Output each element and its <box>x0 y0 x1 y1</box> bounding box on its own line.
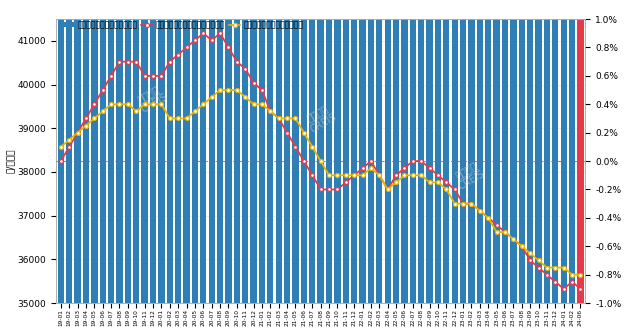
Bar <box>125 0 131 303</box>
Bar <box>485 0 492 303</box>
Bar <box>368 0 374 303</box>
Bar <box>393 0 399 303</box>
Bar <box>175 0 181 303</box>
Legend: 十大城市二手住宅均价（左）, 十大城市二手住宅价格环比（右）, 百城二手住宅价格环比（右）: 十大城市二手住宅均价（左）, 十大城市二手住宅价格环比（右）, 百城二手住宅价格… <box>60 17 307 32</box>
Text: 中指数据
CREIS: 中指数据 CREIS <box>451 159 487 192</box>
Bar <box>100 0 106 303</box>
Bar <box>401 0 408 303</box>
Bar <box>117 0 123 303</box>
Bar <box>91 0 98 303</box>
Bar <box>502 0 508 303</box>
Bar <box>200 0 206 303</box>
Bar <box>451 0 458 303</box>
Bar <box>267 0 273 303</box>
Bar <box>167 0 173 303</box>
Bar <box>342 0 349 303</box>
Bar <box>426 0 433 303</box>
Bar <box>158 0 164 303</box>
Bar <box>83 0 89 303</box>
Bar <box>192 0 198 303</box>
Bar <box>435 0 441 303</box>
Bar <box>133 0 139 303</box>
Bar <box>234 0 240 303</box>
Bar <box>284 0 290 303</box>
Bar <box>317 0 324 303</box>
Text: 中指数据
CREIS: 中指数据 CREIS <box>303 102 339 135</box>
Bar <box>66 0 72 303</box>
Bar <box>225 0 231 303</box>
Bar <box>276 0 282 303</box>
Bar <box>150 0 156 303</box>
Bar <box>510 0 517 303</box>
Bar <box>351 0 357 303</box>
Text: 中指数据
CREIS: 中指数据 CREIS <box>134 82 169 115</box>
Bar <box>561 0 567 303</box>
Bar <box>142 0 148 303</box>
Bar <box>418 0 424 303</box>
Bar <box>217 0 223 303</box>
Bar <box>577 0 584 303</box>
Bar <box>75 0 81 303</box>
Y-axis label: 元/平方米: 元/平方米 <box>6 149 14 173</box>
Bar <box>309 0 315 303</box>
Bar <box>376 0 382 303</box>
Bar <box>326 0 332 303</box>
Bar <box>519 0 525 303</box>
Bar <box>301 0 307 303</box>
Bar <box>544 0 550 303</box>
Bar <box>569 0 575 303</box>
Bar <box>468 0 475 303</box>
Bar <box>409 0 416 303</box>
Bar <box>552 0 559 303</box>
Bar <box>58 0 64 303</box>
Bar <box>259 0 265 303</box>
Bar <box>242 0 248 303</box>
Bar <box>460 0 466 303</box>
Bar <box>493 0 500 303</box>
Bar <box>292 0 298 303</box>
Bar <box>535 0 542 303</box>
Bar <box>477 0 483 303</box>
Bar <box>108 0 114 303</box>
Bar <box>359 0 366 303</box>
Bar <box>209 0 215 303</box>
Bar <box>443 0 450 303</box>
Bar <box>184 0 190 303</box>
Bar <box>334 0 340 303</box>
Bar <box>384 0 391 303</box>
Bar <box>527 0 534 303</box>
Bar <box>250 0 256 303</box>
